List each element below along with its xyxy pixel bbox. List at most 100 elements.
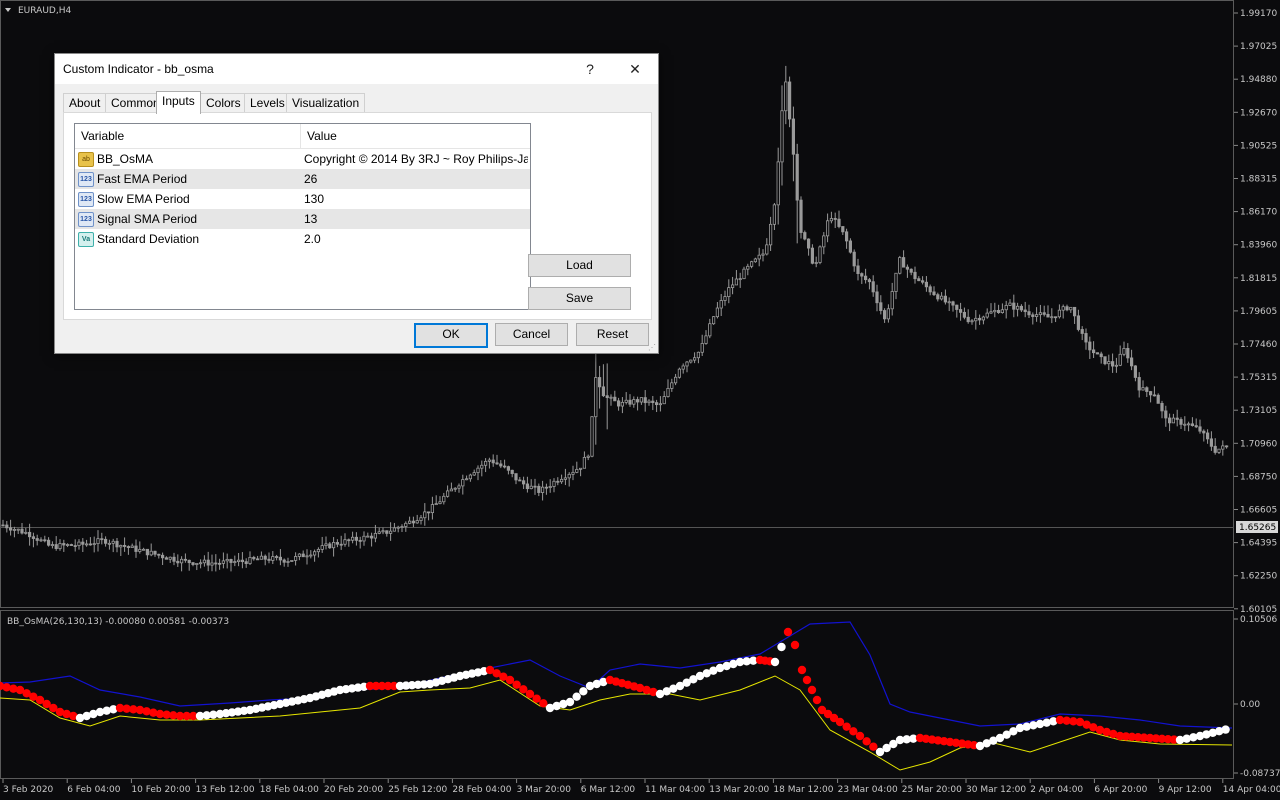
input-value[interactable]: 26 (304, 172, 318, 186)
osma-falling-dot (1109, 729, 1118, 739)
tab-visualization[interactable]: Visualization (286, 93, 366, 113)
integer-type-icon: 123 (78, 172, 94, 187)
time-axis-label: 13 Feb 12:00 (196, 785, 255, 795)
price-axis-label: 1.75315 (1240, 373, 1277, 383)
candle-body (871, 281, 875, 293)
candle-body (947, 301, 951, 304)
input-row[interactable]: Va Standard Deviation 2.0 (75, 229, 530, 249)
price-axis-label: 1.70960 (1240, 439, 1277, 449)
osma-falling-dot (42, 699, 51, 709)
header-variable[interactable]: Variable (81, 129, 125, 143)
candle-body (1031, 314, 1035, 317)
input-value[interactable]: 13 (304, 212, 318, 226)
osma-falling-dot (35, 695, 45, 705)
input-row[interactable]: 123 Signal SMA Period 13 (75, 209, 530, 229)
input-value[interactable]: 130 (304, 192, 325, 206)
osma-rising-dot (202, 711, 211, 720)
time-axis-label: 30 Mar 12:00 (966, 785, 1026, 795)
osma-falling-dot (1157, 734, 1167, 743)
candle-body (362, 535, 366, 542)
candle-body (712, 316, 716, 325)
osma-falling-dot (802, 675, 812, 685)
input-row[interactable]: 123 Fast EMA Period 26 (75, 169, 530, 189)
custom-indicator-dialog: Custom Indicator - bb_osma ? ✕ About Com… (54, 53, 659, 354)
candle-body (1152, 394, 1156, 397)
osma-rising-dot (729, 659, 738, 669)
input-variable: BB_OsMA (97, 152, 154, 166)
candle-body (651, 400, 655, 403)
candle-body (563, 477, 568, 480)
osma-rising-dot (709, 666, 718, 675)
resize-grip-icon[interactable]: ⋰ (648, 343, 656, 352)
input-variable: Fast EMA Period (97, 172, 188, 186)
candle-body (396, 526, 400, 529)
osma-rising-dot (1215, 727, 1224, 736)
cancel-button[interactable]: Cancel (495, 323, 568, 346)
candle-body (822, 235, 826, 248)
candle-body (343, 539, 347, 545)
input-value[interactable]: 2.0 (304, 232, 321, 246)
tab-levels[interactable]: Levels (244, 93, 291, 113)
candle-body (510, 469, 514, 474)
candle-body (1103, 356, 1107, 365)
candle-body (883, 310, 887, 320)
input-value[interactable]: Copyright © 2014 By 3RJ ~ Roy Philips-Ja… (304, 152, 528, 166)
candle-body (841, 226, 845, 233)
reset-button[interactable]: Reset (576, 323, 649, 346)
osma-rising-dot (407, 681, 417, 690)
candle-body (73, 545, 77, 547)
candle-body (624, 399, 628, 403)
candle-body (525, 483, 530, 490)
candle-body (788, 81, 792, 120)
help-button[interactable]: ? (586, 61, 594, 77)
candle-body (381, 530, 385, 533)
save-button[interactable]: Save (528, 287, 631, 310)
candle-body (826, 220, 830, 237)
candle-body (487, 459, 492, 462)
tab-colors[interactable]: Colors (200, 93, 247, 113)
ok-button[interactable]: OK (414, 323, 488, 348)
inputs-panel: Variable Value ab BB_OsMA Copyright © 2014… (63, 112, 652, 320)
tab-about[interactable]: About (63, 93, 107, 113)
osma-rising-dot (662, 687, 671, 696)
candle-body (85, 543, 89, 546)
osma-falling-dot (182, 711, 191, 721)
candle-body (586, 455, 590, 458)
osma-rising-dot (572, 692, 581, 701)
osma-falling-dot (49, 703, 58, 713)
candle-body (951, 301, 955, 306)
header-divider[interactable] (300, 124, 301, 148)
osma-falling-dot (1095, 725, 1105, 735)
candle-body (502, 465, 507, 468)
candle-body (867, 279, 872, 283)
candle-body (1012, 302, 1016, 310)
close-button[interactable]: ✕ (629, 61, 641, 77)
time-axis-label: 23 Mar 04:00 (838, 785, 898, 795)
input-row[interactable]: 123 Slow EMA Period 130 (75, 189, 530, 209)
chart-menu-triangle-icon[interactable] (5, 8, 11, 12)
candle-body (195, 562, 199, 565)
candle-body (350, 536, 355, 541)
osma-rising-dot (545, 703, 555, 713)
candle-body (244, 561, 248, 564)
candle-body (202, 559, 206, 564)
candle-body (392, 527, 397, 532)
candle-body (544, 486, 549, 489)
candle-body (879, 302, 883, 311)
price-axis-label: 1.68750 (1240, 472, 1277, 482)
candle-body (541, 486, 545, 493)
candle-body (677, 368, 682, 378)
candle-body (43, 539, 47, 542)
osma-falling-dot (849, 727, 858, 736)
input-row[interactable]: ab BB_OsMA Copyright © 2014 By 3RJ ~ Roy P… (75, 149, 530, 169)
candle-body (1160, 402, 1164, 412)
candle-body (236, 559, 241, 562)
candle-body (388, 530, 393, 534)
header-value[interactable]: Value (307, 129, 337, 143)
tab-inputs[interactable]: Inputs (156, 91, 201, 114)
osma-falling-dot (22, 689, 31, 698)
load-button[interactable]: Load (528, 254, 631, 277)
candle-body (1209, 438, 1213, 447)
osma-rising-dot (689, 675, 698, 684)
